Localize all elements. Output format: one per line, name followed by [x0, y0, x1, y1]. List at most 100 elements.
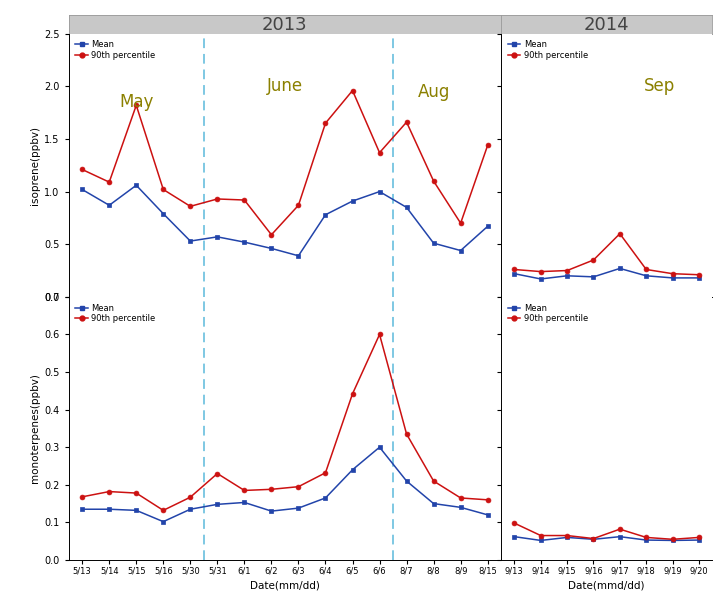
- Legend: Mean, 90th percentile: Mean, 90th percentile: [73, 301, 158, 326]
- 90th percentile: [105, 488, 114, 495]
- Mean: [159, 210, 168, 217]
- Mean: [321, 211, 330, 218]
- Line: Mean: Mean: [512, 534, 701, 543]
- 90th percentile: [695, 534, 703, 541]
- Mean: [375, 188, 384, 195]
- Mean: [668, 274, 677, 282]
- Mean: [348, 466, 357, 474]
- Y-axis label: monoterpenes(ppbv): monoterpenes(ppbv): [30, 373, 40, 483]
- 90th percentile: [78, 493, 87, 501]
- 90th percentile: [132, 102, 140, 109]
- Text: June: June: [267, 77, 303, 95]
- Mean: [213, 501, 222, 508]
- Mean: [695, 274, 703, 282]
- 90th percentile: [348, 390, 357, 398]
- 90th percentile: [668, 270, 677, 277]
- Mean: [668, 537, 677, 544]
- Text: May: May: [119, 93, 153, 111]
- Mean: [240, 499, 249, 506]
- Mean: [78, 506, 87, 513]
- 90th percentile: [159, 507, 168, 514]
- Mean: [375, 444, 384, 451]
- Mean: [321, 494, 330, 502]
- 90th percentile: [186, 203, 194, 210]
- Legend: Mean, 90th percentile: Mean, 90th percentile: [73, 38, 158, 62]
- 90th percentile: [562, 267, 571, 274]
- Line: 90th percentile: 90th percentile: [80, 88, 490, 237]
- Mean: [294, 252, 303, 259]
- 90th percentile: [484, 496, 492, 504]
- X-axis label: Date(mm/dd): Date(mm/dd): [250, 580, 320, 590]
- Mean: [213, 233, 222, 241]
- Mean: [562, 534, 571, 541]
- 90th percentile: [213, 195, 222, 203]
- Text: 2014: 2014: [584, 15, 630, 34]
- 90th percentile: [510, 266, 518, 273]
- Line: Mean: Mean: [80, 183, 490, 258]
- 90th percentile: [105, 179, 114, 186]
- 90th percentile: [321, 119, 330, 127]
- 90th percentile: [615, 230, 624, 237]
- 90th percentile: [484, 141, 492, 149]
- Mean: [294, 504, 303, 512]
- Mean: [348, 198, 357, 205]
- 90th percentile: [510, 520, 518, 527]
- Mean: [536, 275, 545, 283]
- 90th percentile: [429, 177, 438, 185]
- 90th percentile: [375, 149, 384, 156]
- 90th percentile: [375, 330, 384, 338]
- Mean: [267, 507, 275, 515]
- Mean: [159, 518, 168, 525]
- Mean: [642, 536, 651, 543]
- Mean: [402, 477, 411, 485]
- Mean: [267, 245, 275, 252]
- 90th percentile: [642, 534, 651, 541]
- Mean: [510, 270, 518, 277]
- 90th percentile: [536, 532, 545, 539]
- Mean: [484, 223, 492, 230]
- Mean: [642, 272, 651, 280]
- 90th percentile: [78, 166, 87, 173]
- 90th percentile: [615, 526, 624, 533]
- Mean: [186, 237, 194, 245]
- Legend: Mean, 90th percentile: Mean, 90th percentile: [505, 301, 591, 326]
- 90th percentile: [267, 486, 275, 493]
- Mean: [105, 201, 114, 209]
- Mean: [615, 265, 624, 272]
- 90th percentile: [159, 186, 168, 193]
- 90th percentile: [589, 535, 598, 542]
- Text: Aug: Aug: [417, 83, 450, 100]
- 90th percentile: [132, 490, 140, 497]
- 90th percentile: [456, 220, 465, 227]
- 90th percentile: [589, 256, 598, 264]
- Y-axis label: isoprene(ppbv): isoprene(ppbv): [30, 126, 40, 205]
- Mean: [484, 511, 492, 518]
- 90th percentile: [348, 87, 357, 94]
- 90th percentile: [240, 196, 249, 204]
- Mean: [78, 186, 87, 193]
- Line: Mean: Mean: [80, 445, 490, 524]
- Mean: [510, 533, 518, 540]
- Mean: [132, 507, 140, 514]
- Mean: [562, 272, 571, 280]
- Mean: [186, 506, 194, 513]
- Mean: [402, 204, 411, 211]
- Mean: [536, 537, 545, 544]
- Mean: [429, 239, 438, 247]
- Text: Sep: Sep: [643, 77, 675, 95]
- Line: 90th percentile: 90th percentile: [80, 332, 490, 513]
- 90th percentile: [240, 487, 249, 494]
- Mean: [589, 536, 598, 543]
- 90th percentile: [402, 119, 411, 126]
- Mean: [105, 506, 114, 513]
- Line: 90th percentile: 90th percentile: [512, 521, 701, 542]
- 90th percentile: [562, 532, 571, 539]
- 90th percentile: [668, 536, 677, 543]
- 90th percentile: [213, 470, 222, 477]
- 90th percentile: [402, 430, 411, 438]
- 90th percentile: [456, 494, 465, 502]
- 90th percentile: [267, 231, 275, 239]
- Mean: [240, 239, 249, 246]
- 90th percentile: [321, 469, 330, 477]
- 90th percentile: [294, 483, 303, 490]
